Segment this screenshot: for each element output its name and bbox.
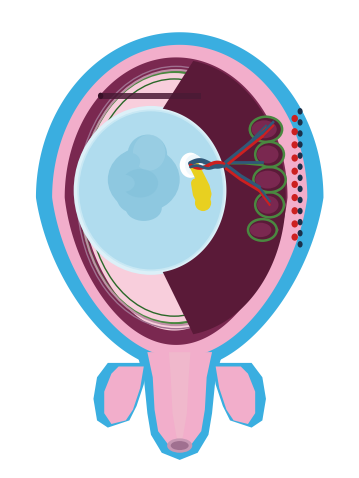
Polygon shape: [81, 72, 267, 331]
Polygon shape: [163, 61, 285, 334]
Polygon shape: [52, 45, 307, 358]
Ellipse shape: [255, 171, 280, 189]
Ellipse shape: [257, 196, 278, 214]
Ellipse shape: [291, 234, 298, 241]
Ellipse shape: [291, 168, 298, 175]
Ellipse shape: [167, 438, 192, 453]
Ellipse shape: [122, 169, 158, 198]
Ellipse shape: [98, 93, 103, 99]
Ellipse shape: [109, 174, 135, 192]
Ellipse shape: [257, 146, 278, 163]
Ellipse shape: [297, 174, 302, 181]
Ellipse shape: [77, 109, 224, 272]
Polygon shape: [93, 363, 147, 428]
Ellipse shape: [253, 167, 285, 192]
Ellipse shape: [250, 223, 271, 237]
Ellipse shape: [291, 194, 298, 201]
Ellipse shape: [291, 141, 298, 149]
Ellipse shape: [117, 182, 156, 214]
Polygon shape: [215, 367, 255, 424]
Ellipse shape: [297, 152, 302, 159]
Polygon shape: [104, 367, 144, 424]
Ellipse shape: [297, 197, 302, 203]
Ellipse shape: [297, 120, 302, 126]
Ellipse shape: [248, 219, 276, 241]
Ellipse shape: [291, 115, 298, 122]
Ellipse shape: [117, 158, 163, 194]
Polygon shape: [147, 352, 212, 449]
Ellipse shape: [250, 117, 282, 142]
Polygon shape: [169, 352, 190, 442]
Ellipse shape: [297, 130, 302, 137]
Ellipse shape: [258, 173, 287, 187]
Ellipse shape: [108, 147, 180, 212]
Ellipse shape: [291, 154, 298, 162]
Ellipse shape: [297, 230, 302, 237]
Ellipse shape: [255, 192, 284, 217]
Ellipse shape: [171, 441, 188, 450]
Ellipse shape: [253, 225, 278, 235]
Ellipse shape: [255, 142, 284, 167]
Ellipse shape: [260, 147, 285, 162]
Ellipse shape: [297, 208, 302, 215]
Ellipse shape: [291, 128, 298, 135]
Ellipse shape: [260, 198, 285, 212]
Ellipse shape: [297, 186, 302, 192]
Ellipse shape: [297, 108, 302, 115]
Ellipse shape: [291, 220, 298, 228]
Ellipse shape: [133, 135, 165, 171]
Ellipse shape: [195, 195, 211, 211]
Ellipse shape: [297, 141, 302, 148]
Ellipse shape: [185, 154, 203, 176]
Ellipse shape: [251, 120, 276, 139]
Polygon shape: [212, 363, 266, 428]
Polygon shape: [101, 94, 201, 99]
Polygon shape: [36, 33, 323, 370]
Ellipse shape: [118, 153, 140, 171]
Polygon shape: [65, 57, 287, 345]
Ellipse shape: [127, 135, 167, 174]
Ellipse shape: [291, 181, 298, 188]
Ellipse shape: [297, 241, 302, 248]
Ellipse shape: [255, 122, 284, 137]
Ellipse shape: [79, 111, 223, 270]
Ellipse shape: [126, 196, 162, 221]
Ellipse shape: [180, 153, 201, 178]
Polygon shape: [136, 352, 223, 460]
Ellipse shape: [297, 219, 302, 226]
Ellipse shape: [297, 163, 302, 170]
Ellipse shape: [291, 207, 298, 215]
Ellipse shape: [74, 106, 228, 275]
